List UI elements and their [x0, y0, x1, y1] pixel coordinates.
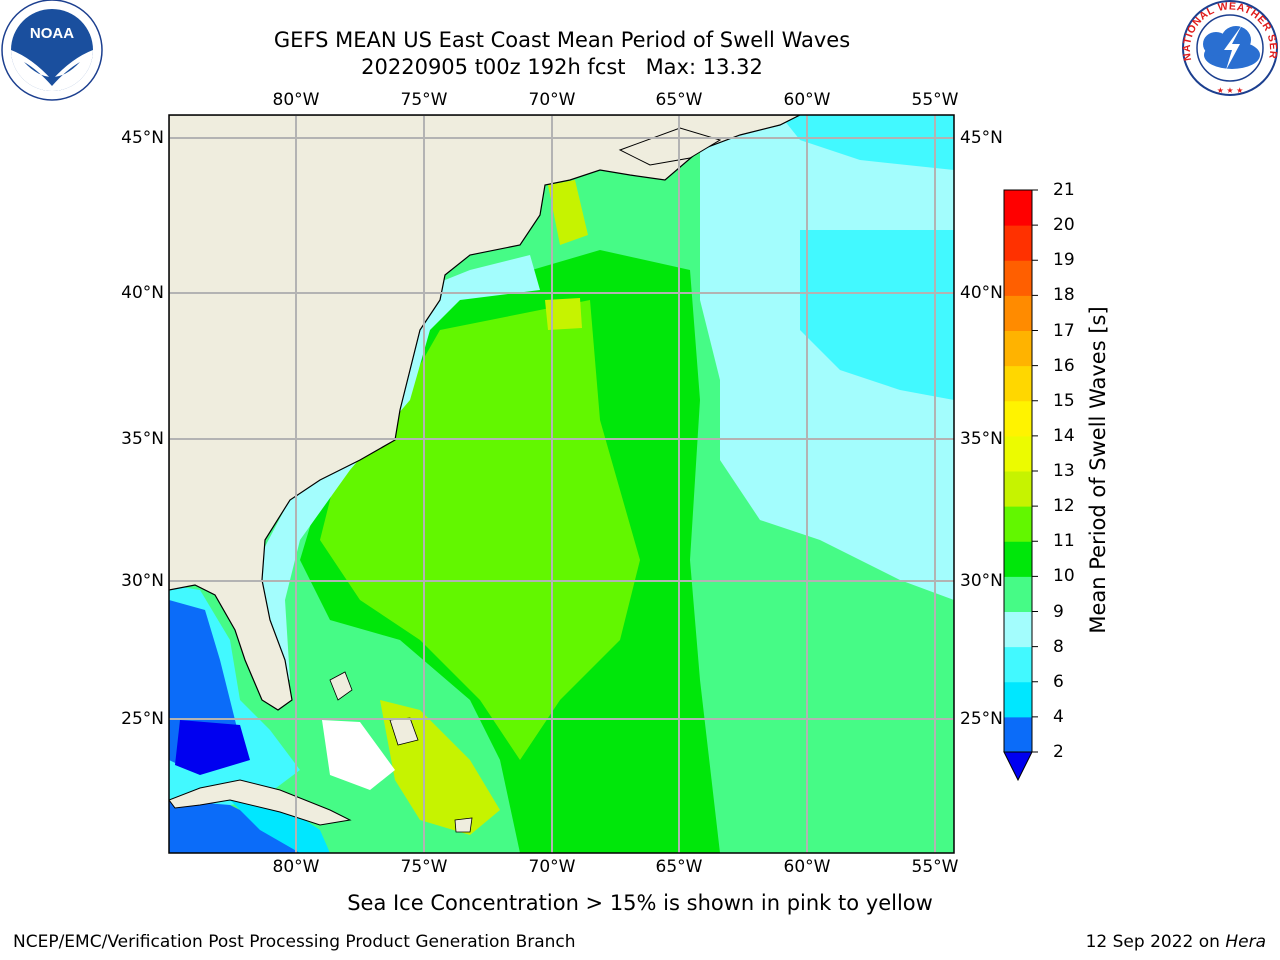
lon-label-top: 55°W	[911, 90, 959, 110]
colorbar-label: Mean Period of Swell Waves [s]	[1086, 306, 1110, 634]
lat-label-right: 25°N	[960, 709, 1003, 729]
colorbar-tick-label: 4	[1053, 706, 1064, 727]
noaa-logo-text: NOAA	[30, 25, 74, 42]
colorbar-tick-label: 13	[1053, 461, 1075, 481]
colorbar-segment	[1004, 330, 1032, 367]
lon-label-top: 65°W	[655, 90, 703, 110]
colorbar	[1003, 189, 1038, 782]
svg-text:★ ★ ★: ★ ★ ★	[1217, 86, 1244, 95]
colorbar-tick-label: 12	[1053, 496, 1075, 517]
lon-label-bottom: 75°W	[400, 857, 448, 877]
colorbar-tick-label: 11	[1053, 531, 1075, 552]
lon-label-top: 60°W	[783, 90, 831, 110]
colorbar-tick-label: 14	[1053, 425, 1075, 446]
colorbar-segment	[1004, 190, 1032, 226]
colorbar-tick-label: 18	[1053, 285, 1075, 306]
cuba-land	[169, 779, 352, 826]
colorbar-tick-label: 2	[1053, 742, 1064, 762]
swell-zone-11-12	[320, 300, 640, 760]
lat-label-right: 35°N	[960, 429, 1003, 449]
lat-label-right: 30°N	[960, 571, 1003, 591]
nws-logo: NATIONAL WEATHER SERVICE ★ ★ ★	[0, 0, 1279, 96]
colorbar-tick-label: 20	[1053, 215, 1075, 236]
colorbar-segment	[1004, 506, 1032, 542]
lon-label-bottom: 80°W	[272, 857, 320, 877]
colorbar-segment	[1004, 681, 1032, 718]
colorbar-segment	[1004, 400, 1032, 437]
lon-label-bottom: 70°W	[528, 857, 576, 877]
credit-date-text: 12 Sep 2022 on	[1085, 932, 1226, 952]
colorbar-tick-label: 8	[1053, 636, 1064, 657]
colorbar-tick-label: 6	[1053, 671, 1064, 692]
colorbar-segment	[1004, 646, 1032, 683]
lon-label-bottom: 60°W	[783, 857, 831, 877]
colorbar-segment	[1004, 611, 1032, 648]
lat-label-left: 30°N	[121, 571, 164, 591]
lat-label-left: 25°N	[121, 709, 164, 729]
sea-ice-footnote: Sea Ice Concentration > 15% is shown in …	[347, 891, 933, 915]
graticule	[169, 115, 954, 853]
colorbar-segment	[1004, 260, 1032, 296]
lat-label-left: 45°N	[121, 128, 164, 148]
swell-zone-12-13	[545, 298, 582, 330]
colorbar-segment	[1004, 471, 1032, 507]
credit-host: Hera	[1225, 932, 1266, 952]
lat-label-right: 45°N	[960, 128, 1003, 148]
bahamas-land	[329, 671, 353, 701]
colorbar-segment	[1004, 435, 1032, 472]
map-frame	[168, 114, 955, 854]
swell-zone-6-8	[800, 230, 954, 400]
colorbar-tick-label: 10	[1053, 566, 1075, 587]
lon-label-top: 70°W	[528, 90, 576, 110]
colorbar-tick-label: 15	[1053, 390, 1075, 411]
lon-label-bottom: 65°W	[655, 857, 703, 877]
lon-label-top: 75°W	[400, 90, 448, 110]
lat-label-right: 40°N	[960, 283, 1003, 303]
credit-date: 12 Sep 2022 on Hera	[1086, 932, 1266, 952]
lat-label-left: 35°N	[121, 429, 164, 449]
colorbar-tick-label: 16	[1053, 355, 1075, 376]
credit-branch: NCEP/EMC/Verification Post Processing Pr…	[13, 932, 576, 952]
lat-label-left: 40°N	[121, 283, 164, 303]
colorbar-segment	[1004, 716, 1032, 753]
nws-logo-text: NATIONAL WEATHER SERVICE	[0, 0, 1279, 62]
lon-label-top: 80°W	[272, 90, 320, 110]
lon-label-bottom: 55°W	[911, 857, 959, 877]
noaa-logo: NOAA	[1, 0, 103, 101]
no-data-area	[322, 720, 395, 790]
colorbar-segment	[1004, 295, 1032, 331]
colorbar-tick-label: 9	[1053, 601, 1064, 622]
colorbar-extend-arrow	[1003, 751, 1033, 782]
chart-subtitle: 20220905 t00z 192h fcst Max: 13.32	[361, 55, 763, 79]
north-america-land	[169, 115, 801, 711]
colorbar-tick-label: 17	[1053, 320, 1075, 341]
colorbar-segment	[1004, 365, 1032, 402]
colorbar-segment	[1004, 541, 1032, 577]
chart-title: GEFS MEAN US East Coast Mean Period of S…	[273, 28, 851, 52]
colorbar-tick-label: 21	[1053, 180, 1075, 200]
colorbar-tick-label: 19	[1053, 250, 1075, 271]
map-area	[169, 115, 954, 853]
colorbar-segment	[1004, 225, 1032, 261]
colorbar-segment	[1004, 576, 1032, 612]
